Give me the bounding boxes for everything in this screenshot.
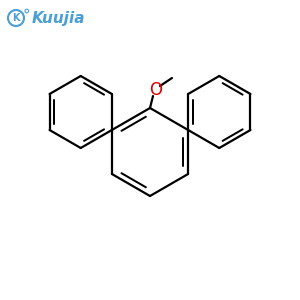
- Text: Kuujia: Kuujia: [32, 11, 85, 26]
- Text: K: K: [12, 13, 20, 23]
- Text: O: O: [149, 81, 163, 99]
